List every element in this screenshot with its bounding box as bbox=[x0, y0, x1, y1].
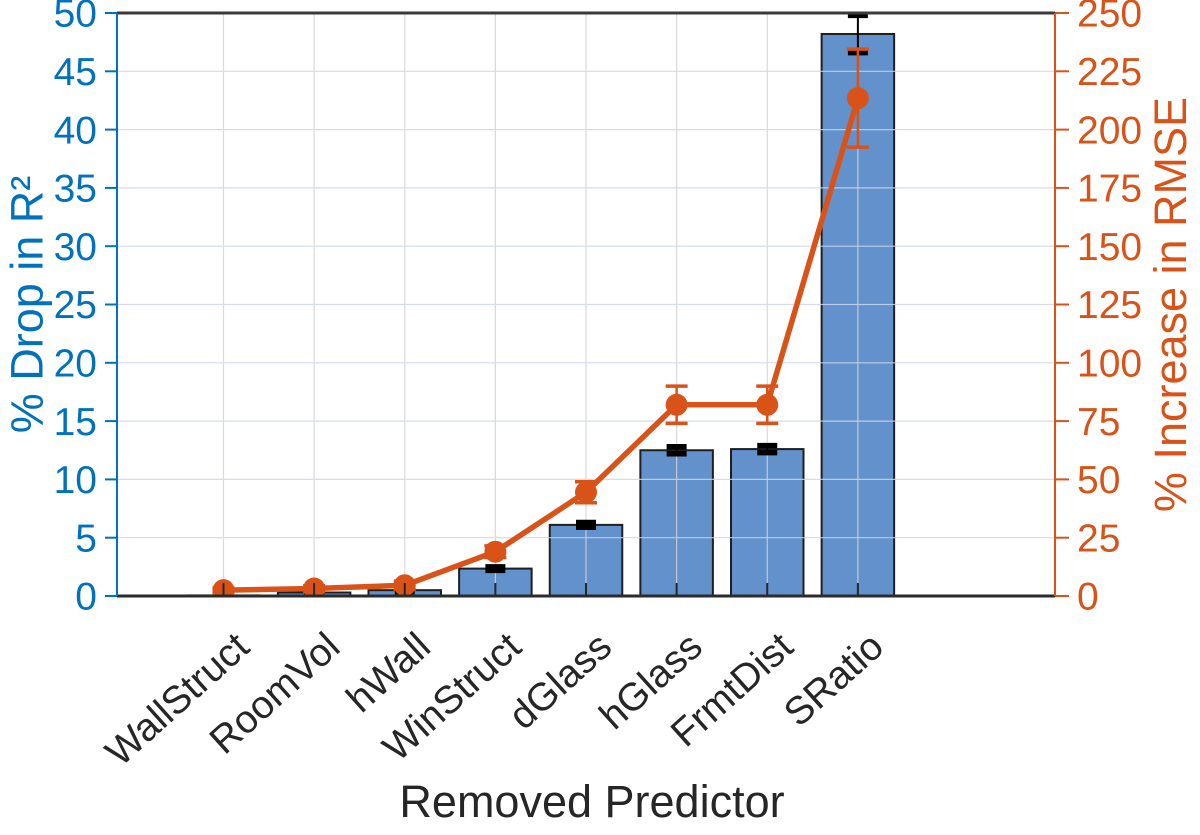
right-y-axis-title-text: % Increase in RMSE bbox=[1145, 96, 1197, 512]
right-tick-label: 0 bbox=[1077, 576, 1099, 619]
left-tick-label: 0 bbox=[75, 576, 97, 619]
line-marker-sratio bbox=[846, 87, 869, 110]
right-tick-label: 100 bbox=[1077, 342, 1142, 385]
x-tick-label-dglass: dGlass bbox=[501, 625, 620, 738]
line-marker-dglass bbox=[575, 481, 597, 504]
right-tick-label: 50 bbox=[1077, 459, 1120, 502]
line-marker-frmtdist bbox=[756, 393, 779, 416]
left-tick-label: 35 bbox=[54, 168, 97, 211]
x-tick-label-sratio: SRatio bbox=[776, 625, 892, 735]
left-tick-label: 50 bbox=[54, 0, 97, 36]
rmse-line bbox=[220, 95, 861, 593]
gridlines bbox=[117, 13, 1055, 596]
left-tick-label: 15 bbox=[54, 401, 97, 444]
tick-labels: 0 5 10 15 20 25 30 35 40 45 50 0 25 50 75 100 125 150 175 2… bbox=[54, 0, 1142, 775]
bar-series bbox=[186, 32, 896, 596]
left-tick-label: 45 bbox=[54, 51, 97, 94]
left-tick-label: 30 bbox=[54, 226, 97, 269]
right-tick-label: 175 bbox=[1077, 168, 1142, 211]
tick-marks bbox=[105, 12, 1069, 597]
right-tick-label: 250 bbox=[1077, 0, 1142, 36]
left-y-axis-title-text: % Drop in R² bbox=[1, 175, 53, 433]
right-tick-label: 150 bbox=[1077, 226, 1142, 269]
left-tick-label: 20 bbox=[54, 342, 97, 385]
right-tick-label: 125 bbox=[1077, 284, 1142, 327]
line-marker-winstruct bbox=[484, 540, 507, 563]
left-tick-label: 10 bbox=[54, 459, 97, 502]
right-tick-label: 75 bbox=[1077, 401, 1120, 444]
x-axis-title-text: Removed Predictor bbox=[399, 775, 785, 827]
right-tick-label: 25 bbox=[1077, 517, 1120, 560]
line-marker-hglass bbox=[665, 393, 688, 416]
right-tick-label: 225 bbox=[1077, 51, 1142, 94]
left-tick-label: 5 bbox=[75, 517, 97, 560]
left-tick-label: 25 bbox=[54, 284, 97, 327]
left-tick-label: 40 bbox=[54, 109, 97, 152]
right-tick-label: 200 bbox=[1077, 109, 1142, 152]
